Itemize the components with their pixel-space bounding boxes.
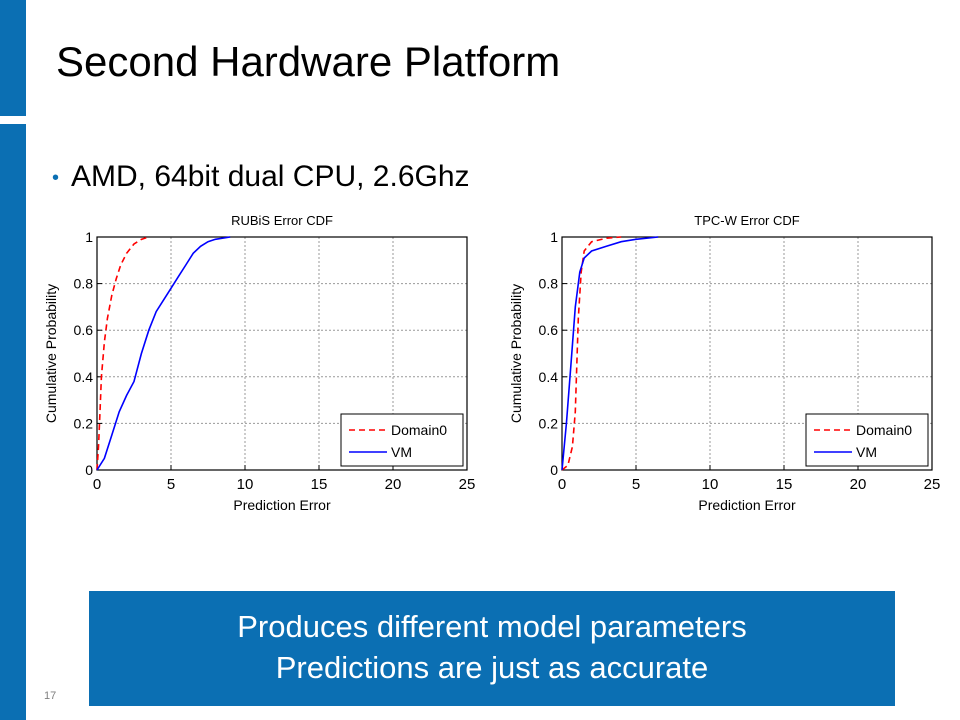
chart1-x-tick-label: 0 <box>558 476 566 493</box>
chart1-y-tick-label: 1 <box>550 229 558 245</box>
rubis-error-cdf-chart: RUBiS Error CDF 0 5 10 15 20 25 0 0.2 0.4 0.6 0.8 1 P… <box>43 213 476 513</box>
chart0-y-tick-label: 0.6 <box>74 322 94 338</box>
chart1-legend-label-vm: VM <box>856 444 877 460</box>
chart1-x-axis-label: Prediction Error <box>698 497 796 513</box>
callout-line-1: Produces different model parameters <box>237 609 747 644</box>
chart1-x-tick-label: 25 <box>924 476 941 493</box>
bullet-text: AMD, 64bit dual CPU, 2.6Ghz <box>71 160 470 193</box>
chart1-x-tick-label: 5 <box>632 476 640 493</box>
chart0-series-vm-line <box>96 236 231 471</box>
chart0-x-tick-label: 15 <box>311 476 328 493</box>
chart1-y-tick-label: 0.6 <box>539 322 559 338</box>
chart1-x-tick-label: 15 <box>776 476 793 493</box>
chart0-legend-label-vm: VM <box>391 444 412 460</box>
chart0-x-tick-label: 25 <box>459 476 476 493</box>
slide-number: 17 <box>44 690 57 702</box>
chart0-legend-box <box>340 413 464 467</box>
chart1-y-tick-label: 0 <box>550 462 558 478</box>
chart0-y-axis-label: Cumulative Probability <box>43 284 59 423</box>
chart0-series-domain0-line <box>96 236 150 471</box>
chart0-y-tick-label: 0 <box>85 462 93 478</box>
chart0-legend-label-domain0: Domain0 <box>391 422 447 438</box>
chart1-legend-box <box>805 413 929 467</box>
chart0-x-tick-label: 5 <box>167 476 175 493</box>
chart0-y-tick-label: 0.2 <box>74 415 94 431</box>
chart1-plot-frame <box>561 236 933 471</box>
page-title: Second Hardware Platform <box>56 38 561 85</box>
chart0-x-tick-label: 20 <box>385 476 402 493</box>
sidebar-accent-bottom <box>0 124 26 720</box>
chart1-y-tick-label: 0.4 <box>539 369 559 385</box>
chart1-y-tick-label: 0.2 <box>539 415 559 431</box>
chart1-series-vm-line <box>561 236 659 471</box>
tpcw-error-cdf-chart: TPC-W Error CDF 0 5 10 15 20 25 0 0.2 0.4 0.6 0.8 1 P… <box>508 213 941 513</box>
chart1-x-tick-label: 10 <box>702 476 719 493</box>
chart1-x-tick-label: 20 <box>850 476 867 493</box>
chart1-legend-label-domain0: Domain0 <box>856 422 912 438</box>
sidebar-accent-top <box>0 0 26 116</box>
chart0-plot-frame <box>96 236 468 471</box>
chart0-title: RUBiS Error CDF <box>231 213 333 228</box>
chart1-y-tick-label: 0.8 <box>539 276 559 292</box>
chart0-x-tick-label: 0 <box>93 476 101 493</box>
callout-box: Produces different model parameters Pred… <box>89 591 895 706</box>
callout-line-2: Predictions are just as accurate <box>275 650 709 685</box>
bullet-item: • AMD, 64bit dual CPU, 2.6Ghz <box>52 160 470 194</box>
chart0-y-tick-label: 0.4 <box>74 369 94 385</box>
chart0-x-tick-label: 10 <box>237 476 254 493</box>
bullet-icon: • <box>52 166 60 189</box>
chart1-title: TPC-W Error CDF <box>694 213 799 228</box>
chart1-y-axis-label: Cumulative Probability <box>508 284 524 423</box>
chart0-y-tick-label: 1 <box>85 229 93 245</box>
chart1-series-domain0-line <box>561 236 622 471</box>
chart0-y-tick-label: 0.8 <box>74 276 94 292</box>
chart0-x-axis-label: Prediction Error <box>233 497 331 513</box>
